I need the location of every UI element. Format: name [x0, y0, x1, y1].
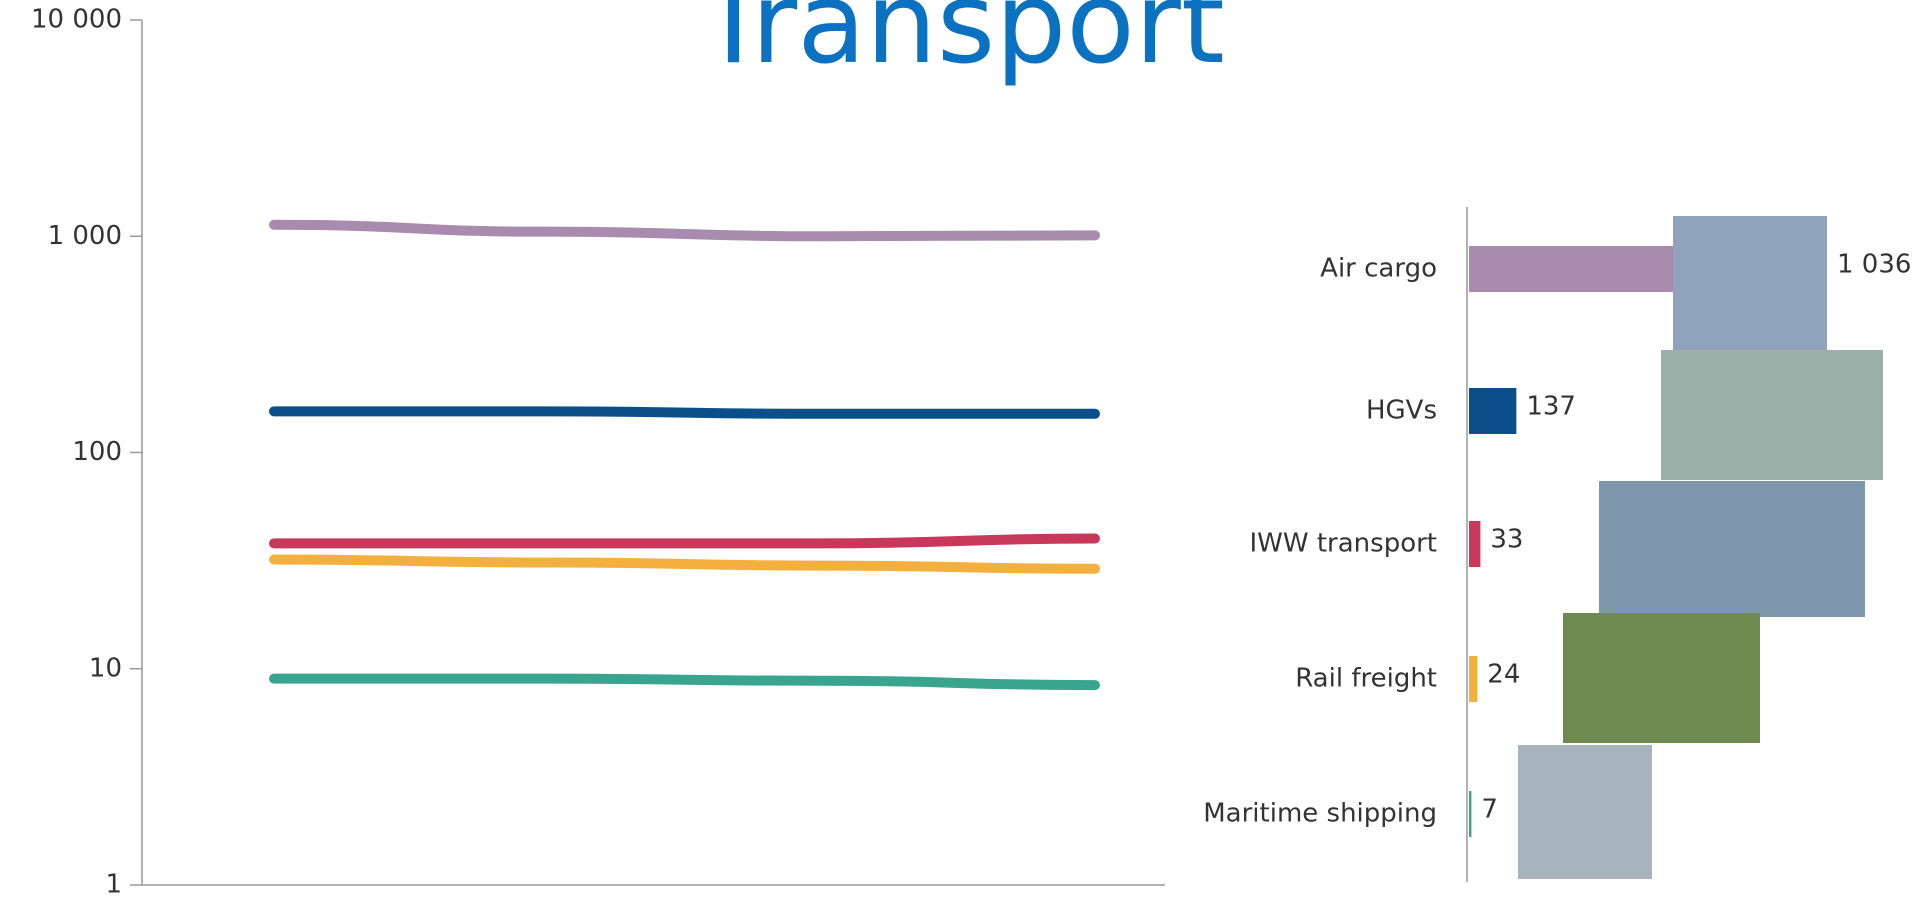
page: {"title": "Transport", "chart_data": [ {… — [0, 0, 1924, 893]
series-line — [274, 679, 1095, 685]
photo-plane — [1673, 216, 1827, 351]
chart-title: Transport — [698, 0, 1225, 89]
series-line — [274, 225, 1095, 236]
y-tick-label: 10 000 — [31, 5, 122, 35]
photo-train — [1563, 613, 1760, 743]
bar — [1469, 388, 1516, 434]
series-line — [274, 539, 1095, 544]
category-label: HGVs — [1366, 396, 1437, 426]
bar — [1469, 656, 1477, 702]
photo-ship — [1518, 745, 1652, 879]
category-label: Air cargo — [1320, 254, 1437, 284]
photo-barge — [1599, 481, 1865, 617]
value-label: 137 — [1526, 392, 1576, 422]
category-label: Maritime shipping — [1203, 799, 1437, 829]
photos — [1518, 216, 1883, 879]
series-line — [274, 411, 1095, 413]
value-label: 24 — [1487, 660, 1520, 690]
photo-truck — [1661, 350, 1883, 480]
value-label: 1 036 — [1837, 250, 1911, 280]
y-tick-label: 10 — [89, 653, 122, 683]
value-label: 33 — [1490, 525, 1523, 555]
bar — [1469, 521, 1480, 567]
bar — [1469, 791, 1471, 837]
chart: Transport 1 10 100 1 000 10 000 Air cargo HGVs… — [0, 0, 1924, 893]
category-label: IWW transport — [1250, 529, 1437, 559]
value-label: 7 — [1481, 795, 1498, 825]
y-tick-label: 1 — [105, 870, 122, 894]
y-tick-label: 100 — [72, 437, 122, 467]
series-line — [274, 560, 1095, 569]
category-label: Rail freight — [1295, 664, 1437, 694]
y-tick-label: 1 000 — [48, 221, 122, 251]
